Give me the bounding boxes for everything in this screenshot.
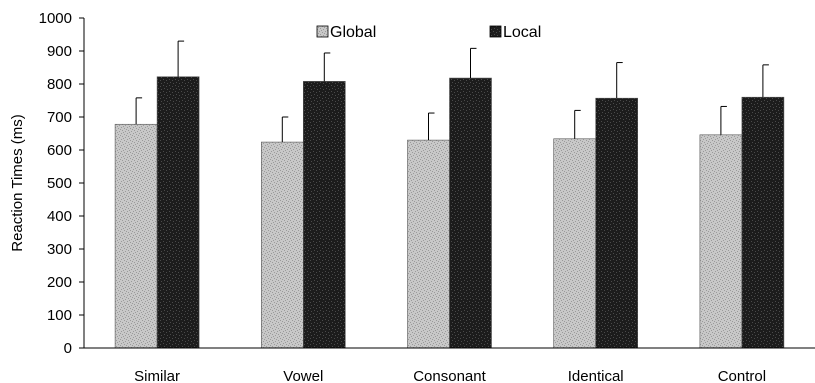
- x-tick-label: Consonant: [413, 368, 486, 383]
- y-tick-label: 400: [47, 208, 72, 225]
- bar-local-vowel: [302, 81, 346, 349]
- bar-series: [114, 76, 785, 349]
- legend-label-global: Global: [330, 24, 376, 41]
- bar-local-identical: [595, 97, 639, 349]
- x-tick-label: Vowel: [283, 368, 323, 383]
- x-tick-label: Similar: [134, 368, 180, 383]
- y-tick-label: 200: [47, 274, 72, 291]
- bar-local-similar: [156, 76, 200, 349]
- x-tick-label: Identical: [568, 368, 624, 383]
- legend-label-local: Local: [503, 24, 541, 41]
- y-tick-label: 1000: [39, 10, 72, 27]
- y-tick-label: 700: [47, 109, 72, 126]
- error-bars: [135, 40, 769, 143]
- bar-local-control: [741, 96, 785, 349]
- bar-local-consonant: [449, 77, 492, 349]
- y-tick-label: 0: [64, 340, 72, 357]
- y-axis-ticks: 0 100 200 300 400 500 600 700 800 900 1000: [39, 10, 84, 357]
- bar-global-consonant: [407, 139, 450, 349]
- y-tick-label: 900: [47, 43, 72, 60]
- y-tick-label: 600: [47, 142, 72, 159]
- bar-global-vowel: [260, 141, 304, 349]
- legend-swatch-local: [489, 25, 502, 38]
- y-tick-label: 300: [47, 241, 72, 258]
- bar-global-similar: [114, 123, 158, 349]
- bar-global-control: [699, 134, 743, 349]
- x-tick-label: Control: [718, 368, 766, 383]
- y-axis-title: Reaction Times (ms): [9, 114, 26, 252]
- legend: Global Local: [316, 24, 541, 41]
- x-axis-labels: Similar Vowel Consonant Identical Control: [134, 368, 766, 383]
- y-tick-label: 100: [47, 307, 72, 324]
- y-tick-label: 800: [47, 76, 72, 93]
- y-tick-label: 500: [47, 175, 72, 192]
- legend-swatch-global: [316, 25, 329, 38]
- bar-global-identical: [553, 138, 597, 349]
